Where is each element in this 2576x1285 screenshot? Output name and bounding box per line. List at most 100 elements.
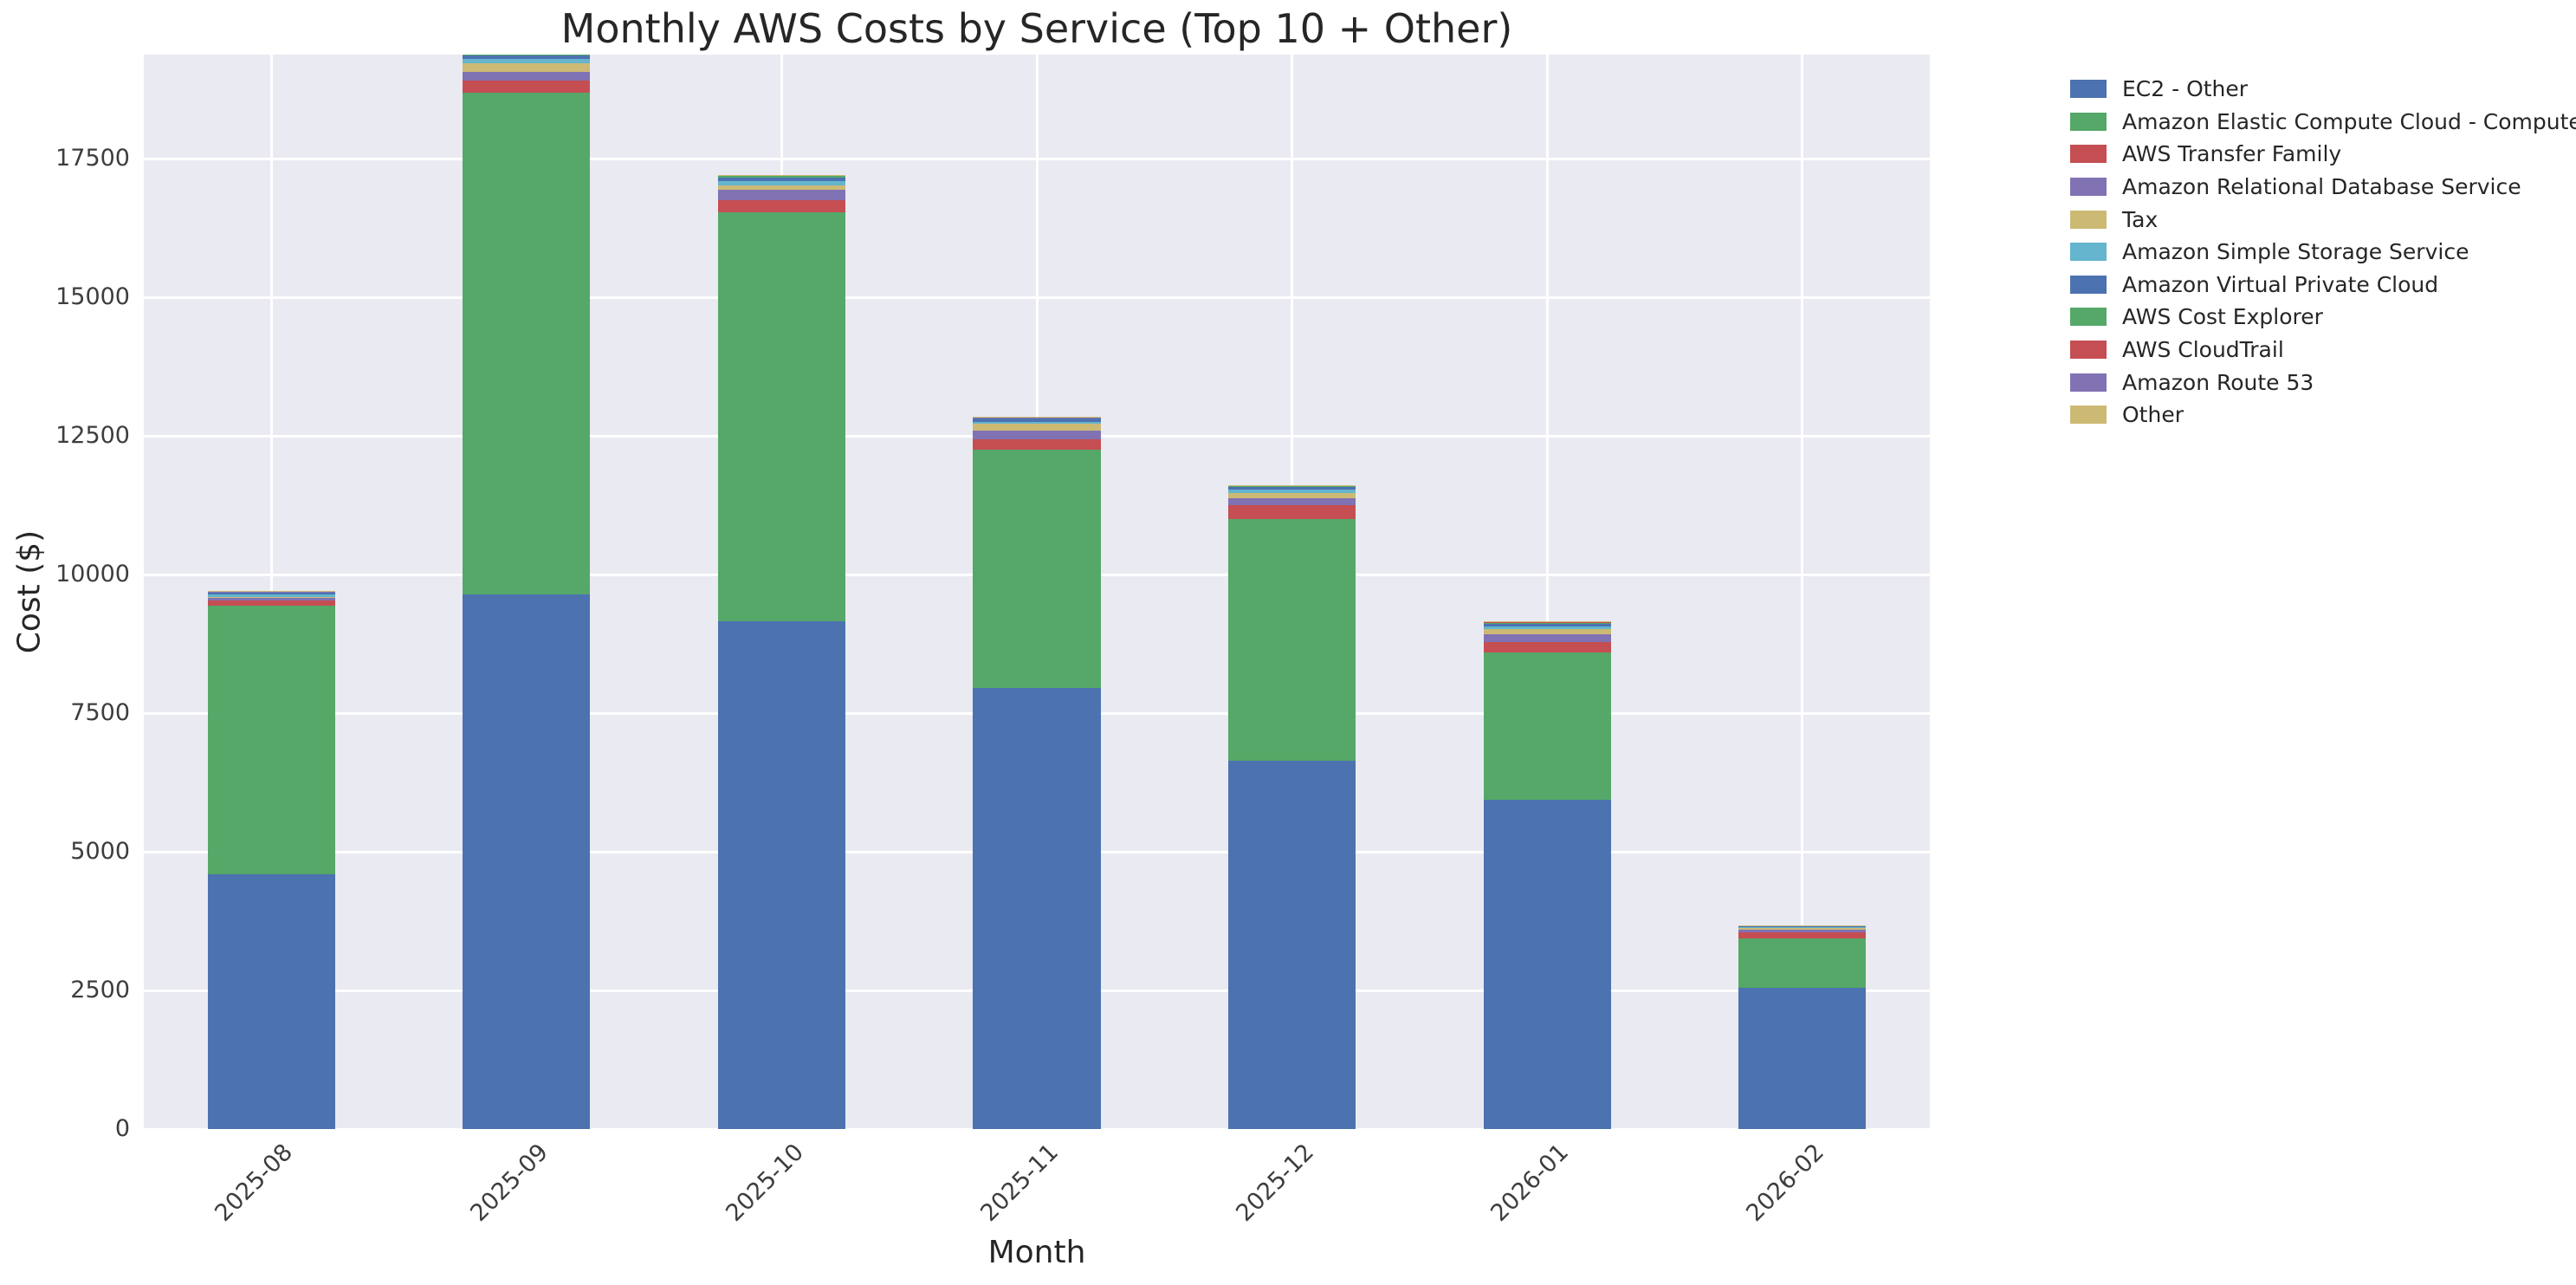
legend-label: Amazon Relational Database Service: [2122, 174, 2521, 200]
bar-segment: [1738, 927, 1867, 928]
legend-swatch-icon: [2070, 243, 2107, 262]
legend-item: AWS Transfer Family: [2070, 138, 2576, 171]
y-tick-label: 2500: [70, 977, 130, 1003]
x-tick-label: 2025-09: [465, 1139, 554, 1227]
legend-item: AWS CloudTrail: [2070, 334, 2576, 367]
legend-item: Amazon Relational Database Service: [2070, 171, 2576, 204]
bar-segment: [1483, 641, 1611, 653]
legend-label: Amazon Elastic Compute Cloud - Compute: [2122, 108, 2576, 134]
bar-segment: [717, 185, 846, 191]
y-tick-label: 5000: [70, 838, 130, 865]
x-tick-label: 2026-01: [1485, 1139, 1575, 1227]
legend-label: Other: [2122, 402, 2184, 428]
bar-segment: [973, 450, 1101, 688]
bar-segment: [1483, 800, 1611, 1129]
bar-segment: [1738, 929, 1867, 932]
bar-segment: [1738, 938, 1867, 988]
legend-swatch-icon: [2070, 80, 2107, 99]
bar-segment: [1738, 925, 1867, 928]
legend-swatch-icon: [2070, 145, 2107, 164]
x-tick-label: 2025-08: [210, 1139, 299, 1227]
bar-segment: [717, 620, 846, 1129]
legend-label: AWS Cost Explorer: [2122, 304, 2323, 330]
legend-swatch-icon: [2070, 373, 2107, 392]
legend-item: EC2 - Other: [2070, 73, 2576, 106]
bar-segment: [463, 81, 591, 93]
bar-segment: [1738, 927, 1867, 930]
legend-swatch-icon: [2070, 341, 2107, 360]
legend: EC2 - Other Amazon Elastic Compute Cloud …: [2070, 73, 2576, 432]
bar-segment: [1227, 760, 1356, 1129]
bar-segment: [1483, 623, 1611, 627]
legend-label: AWS CloudTrail: [2122, 337, 2284, 363]
legend-label: Amazon Simple Storage Service: [2122, 239, 2469, 265]
bar-segment: [973, 418, 1101, 422]
bar-segment: [207, 592, 335, 594]
x-tick-label: 2025-11: [975, 1139, 1065, 1227]
bar-segment: [1227, 490, 1356, 493]
bar-segment: [1483, 652, 1611, 801]
bar-segment: [1227, 505, 1356, 519]
bar-segment: [1483, 626, 1611, 630]
y-axis-label: Cost ($): [11, 529, 48, 654]
y-tick-label: 7500: [70, 699, 130, 726]
x-tick-label: 2025-10: [720, 1139, 809, 1227]
bar-segment: [973, 418, 1101, 419]
bar-segment: [973, 439, 1101, 451]
bar-segment: [1227, 486, 1356, 490]
y-tick-label: 17500: [55, 145, 130, 172]
bar-segment: [717, 175, 846, 178]
bar-segment: [463, 92, 591, 595]
legend-swatch-icon: [2070, 178, 2107, 197]
legend-label: Amazon Route 53: [2122, 369, 2314, 395]
bar-segment: [463, 594, 591, 1129]
legend-label: AWS Transfer Family: [2122, 141, 2342, 167]
bar-segment: [1738, 988, 1867, 1129]
legend-swatch-icon: [2070, 308, 2107, 327]
x-tick-label: 2025-12: [1231, 1139, 1319, 1227]
bar-segment: [463, 63, 591, 73]
bar-segment: [973, 687, 1101, 1129]
legend-swatch-icon: [2070, 112, 2107, 131]
chart-title: Monthly AWS Costs by Service (Top 10 + O…: [560, 5, 1513, 52]
x-tick-label: 2026-02: [1741, 1139, 1829, 1227]
bar-segment: [717, 181, 846, 185]
bar-segment: [717, 190, 846, 200]
bar-segment: [717, 199, 846, 213]
bar-segment: [973, 424, 1101, 432]
bar-segment: [207, 606, 335, 875]
bar-segment: [463, 55, 591, 60]
legend-swatch-icon: [2070, 275, 2107, 294]
bar-segment: [1227, 498, 1356, 506]
legend-swatch-icon: [2070, 406, 2107, 425]
gridline-v: [1545, 55, 1549, 1129]
bar-segment: [1227, 485, 1356, 487]
legend-item: AWS Cost Explorer: [2070, 301, 2576, 334]
gridline-v: [1801, 55, 1804, 1129]
bar-segment: [1227, 492, 1356, 499]
bar-segment: [973, 431, 1101, 440]
legend-item: Amazon Virtual Private Cloud: [2070, 269, 2576, 302]
bar-segment: [717, 212, 846, 621]
legend-item: Other: [2070, 399, 2576, 432]
legend-item: Amazon Simple Storage Service: [2070, 236, 2576, 269]
bar-segment: [207, 594, 335, 597]
legend-label: Amazon Virtual Private Cloud: [2122, 271, 2439, 297]
x-axis-label: Month: [987, 1235, 1086, 1270]
legend-label: EC2 - Other: [2122, 76, 2249, 102]
bar-segment: [207, 596, 335, 601]
legend-label: Tax: [2122, 206, 2159, 232]
y-tick-label: 10000: [55, 561, 130, 587]
bar-segment: [1483, 629, 1611, 634]
bar-segment: [207, 874, 335, 1129]
bar-segment: [717, 177, 846, 182]
bar-segment: [973, 422, 1101, 425]
y-tick-label: 12500: [55, 422, 130, 449]
legend-item: Amazon Route 53: [2070, 366, 2576, 399]
bar-segment: [1483, 633, 1611, 642]
plot-area: [144, 55, 1930, 1129]
legend-item: Amazon Elastic Compute Cloud - Compute: [2070, 106, 2576, 139]
y-tick-label: 15000: [55, 283, 130, 310]
y-tick-label: 0: [114, 1115, 130, 1142]
